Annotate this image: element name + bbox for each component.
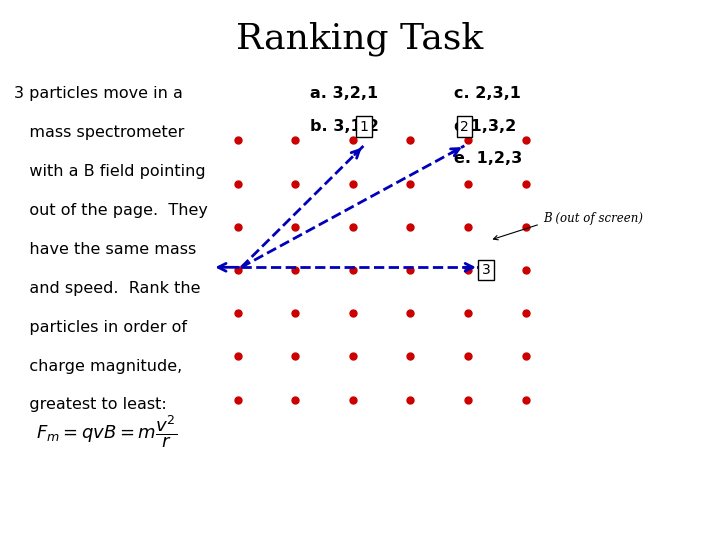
Text: out of the page.  They: out of the page. They [14,203,208,218]
Text: e. 1,2,3: e. 1,2,3 [454,151,522,166]
Text: greatest to least:: greatest to least: [14,397,167,413]
Text: 1: 1 [359,120,368,134]
Text: 2: 2 [460,120,469,134]
Text: c. 2,3,1: c. 2,3,1 [454,86,521,102]
Text: Ranking Task: Ranking Task [236,22,484,56]
Text: $F_m = qvB = m\dfrac{v^2}{r}$: $F_m = qvB = m\dfrac{v^2}{r}$ [36,414,177,450]
Text: mass spectrometer: mass spectrometer [14,125,185,140]
Text: b. 3,1,2: b. 3,1,2 [310,119,379,134]
Text: B (out of screen): B (out of screen) [544,212,644,225]
Text: a. 3,2,1: a. 3,2,1 [310,86,378,102]
Text: d.1,3,2: d.1,3,2 [454,119,517,134]
Text: particles in order of: particles in order of [14,320,187,335]
Text: and speed.  Rank the: and speed. Rank the [14,281,201,296]
Text: with a B field pointing: with a B field pointing [14,164,206,179]
Text: charge magnitude,: charge magnitude, [14,359,183,374]
Text: 3 particles move in a: 3 particles move in a [14,86,184,102]
Text: have the same mass: have the same mass [14,242,197,257]
Text: 3: 3 [482,263,490,277]
